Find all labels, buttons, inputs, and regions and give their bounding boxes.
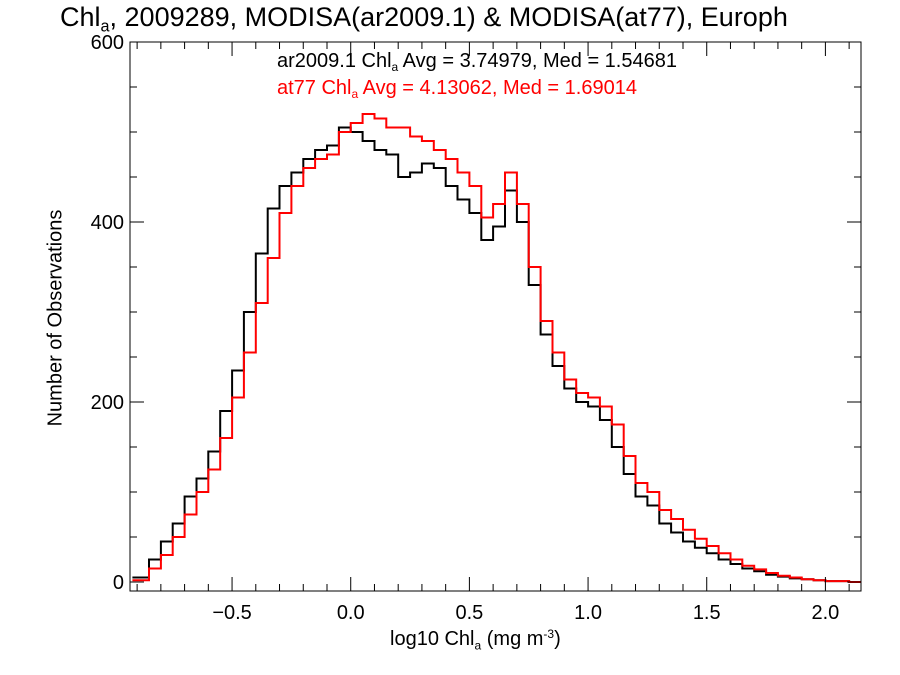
x-tick-label: 2.0: [811, 602, 839, 624]
y-tick-label: 0: [113, 572, 124, 594]
plot-frame: [129, 41, 862, 592]
x-tick-label: 1.0: [574, 602, 602, 624]
y-tick-label: 400: [91, 212, 124, 234]
chart-title: Chla, 2009289, MODISA(ar2009.1) & MODISA…: [60, 2, 788, 36]
legend-annotation-at77: at77 Chla Avg = 4.13062, Med = 1.69014: [277, 77, 637, 102]
y-axis-label: Number of Observations: [44, 209, 67, 427]
x-tick-label: 1.5: [693, 602, 721, 624]
x-axis-label: log10 Chla (mg m-3): [390, 627, 561, 653]
series-line-at77: [132, 113, 861, 583]
series-line-ar2009: [132, 126, 861, 583]
x-tick-label: 0.0: [337, 602, 365, 624]
x-tick-label: −0.5: [212, 602, 251, 624]
x-tick-label: 0.5: [455, 602, 483, 624]
y-tick-label: 200: [91, 392, 124, 414]
y-tick-label: 600: [91, 32, 124, 54]
legend-annotation-ar2009: ar2009.1 Chla Avg = 3.74979, Med = 1.546…: [277, 50, 677, 75]
